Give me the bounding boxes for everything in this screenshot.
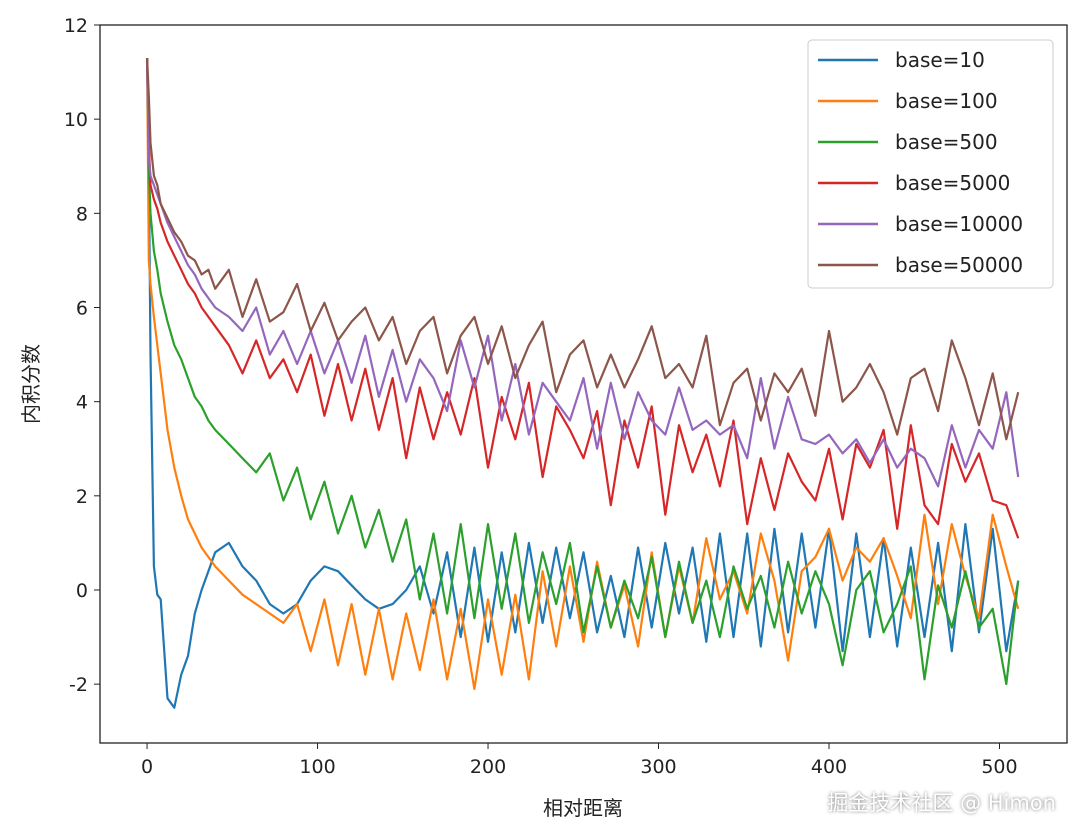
- x-axis: 0 100 200 300 400 500: [141, 743, 1018, 778]
- legend-label: base=50000: [895, 253, 1023, 277]
- y-tick-label: -2: [69, 674, 88, 696]
- legend-box: [807, 39, 1054, 289]
- y-tick-label: 8: [76, 203, 88, 225]
- y-tick-label: 6: [76, 297, 88, 319]
- x-tick-label: 100: [299, 756, 335, 778]
- series-lines: [146, 57, 1020, 709]
- legend: base=10 base=100 base=500 base=5000 base=100…: [807, 39, 1054, 289]
- x-tick-label: 0: [141, 756, 153, 778]
- y-tick-label: 4: [76, 392, 88, 414]
- series-line-base-50000: [146, 57, 1020, 441]
- plot-frame: [99, 24, 1068, 744]
- y-axis: -2 0 2 4 6 8 10 12: [64, 15, 100, 696]
- legend-label: base=500: [895, 130, 998, 154]
- y-tick-label: 10: [64, 109, 88, 131]
- x-axis-label: 相对距离: [543, 796, 623, 820]
- series-line-base-500: [146, 57, 1020, 686]
- y-tick-label: 12: [64, 15, 88, 37]
- series-line-base-5000: [146, 57, 1020, 539]
- series-line-base-100: [146, 57, 1020, 690]
- watermark: 掘金技术社区 @ Himon: [827, 791, 1056, 815]
- legend-label: base=100: [895, 89, 998, 113]
- y-tick-label: 0: [76, 580, 88, 602]
- legend-label: base=5000: [895, 171, 1010, 195]
- series-line-base-10: [146, 57, 1020, 709]
- x-tick-label: 200: [470, 756, 506, 778]
- series-line-base-10000: [146, 57, 1020, 488]
- legend-label: base=10: [895, 48, 985, 72]
- x-tick-label: 300: [640, 756, 676, 778]
- legend-label: base=10000: [895, 212, 1023, 236]
- y-tick-label: 2: [76, 486, 88, 508]
- x-tick-label: 400: [811, 756, 847, 778]
- x-tick-label: 500: [981, 756, 1017, 778]
- y-axis-label: 内积分数: [19, 344, 43, 424]
